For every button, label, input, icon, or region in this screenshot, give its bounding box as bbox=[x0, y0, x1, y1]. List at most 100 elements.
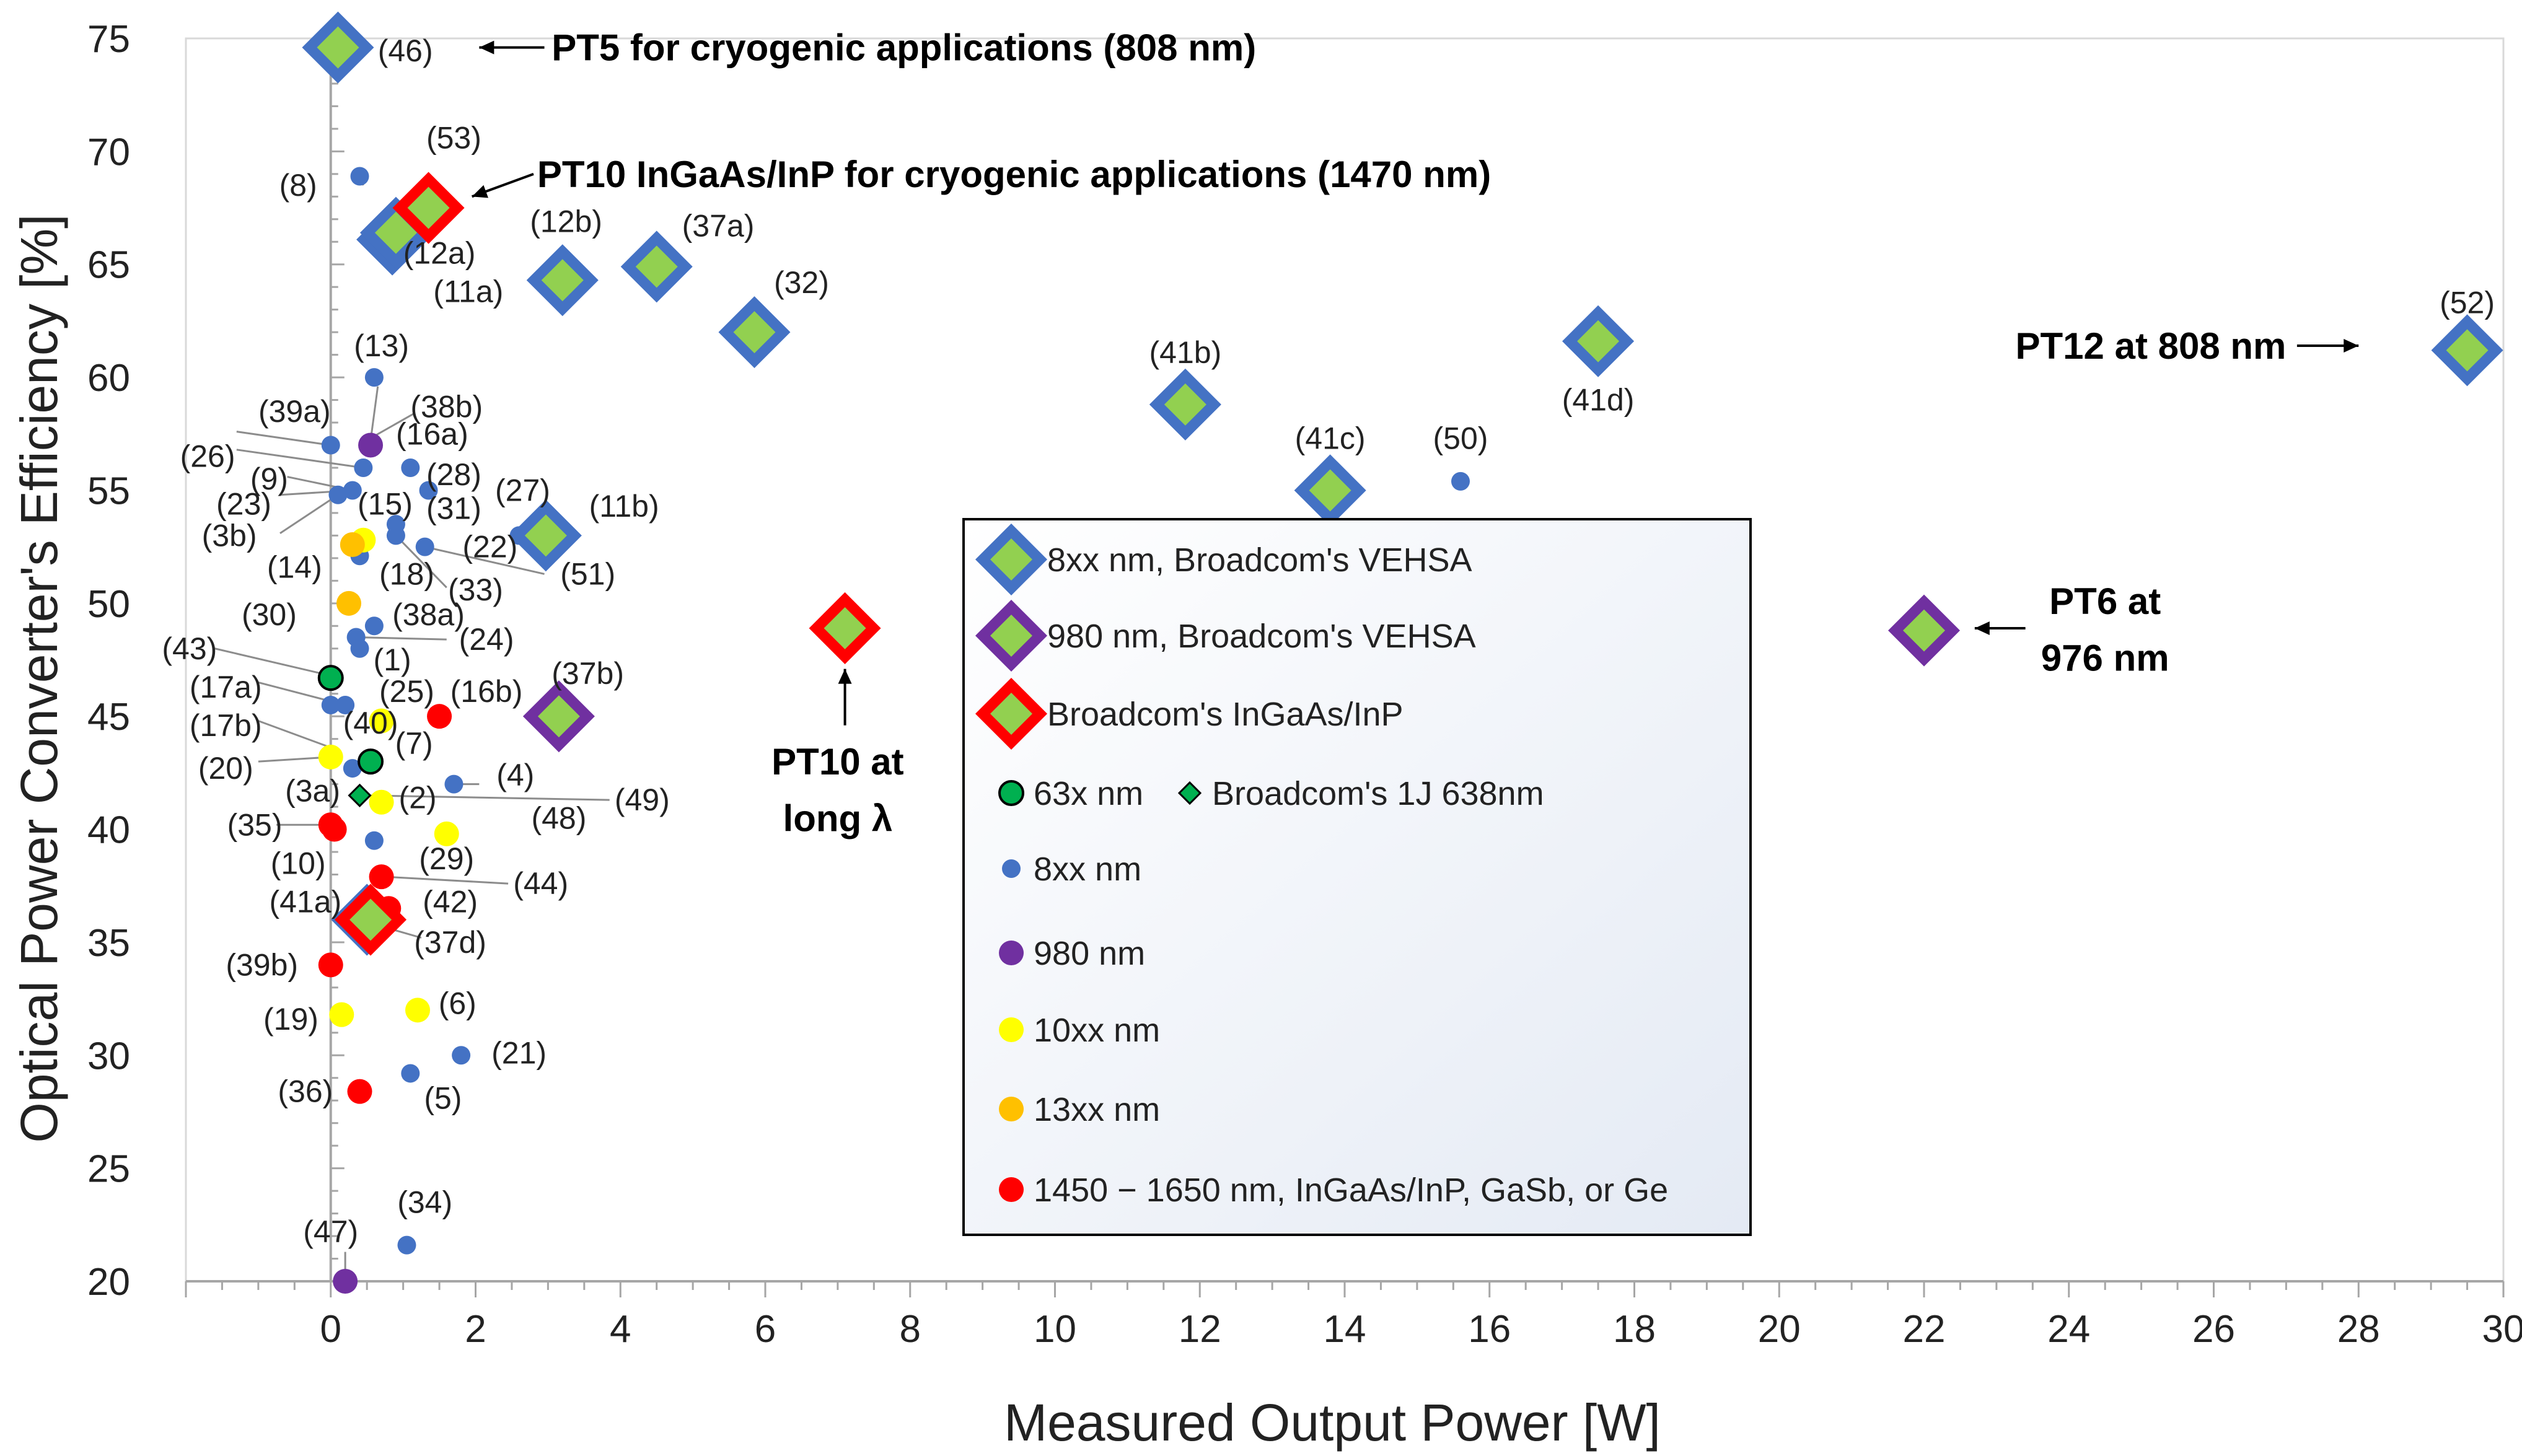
point-label: (24) bbox=[459, 622, 514, 657]
point-label: (16a) bbox=[396, 416, 468, 451]
dot-8xx-marker bbox=[364, 368, 384, 387]
dot-1450-marker bbox=[322, 817, 347, 842]
point-label: (44) bbox=[513, 866, 568, 901]
point-label: (39a) bbox=[258, 394, 331, 429]
point-label: (41a) bbox=[269, 884, 341, 919]
point-label: (16b) bbox=[450, 674, 523, 709]
point-label: (41b) bbox=[1149, 335, 1222, 370]
x-tick-label: 26 bbox=[2192, 1308, 2235, 1351]
point-label: (23) bbox=[216, 486, 271, 521]
vehsa-8xx-marker bbox=[509, 499, 582, 572]
ingaas-inp-marker bbox=[335, 884, 407, 956]
dot-8xx-marker bbox=[350, 639, 369, 658]
leader-line bbox=[395, 535, 447, 589]
dot-1450-marker bbox=[347, 1079, 372, 1104]
annotation-pt6-line2: 976 nm bbox=[2041, 637, 2169, 678]
point-label: (22) bbox=[462, 530, 517, 564]
leader-line bbox=[236, 431, 331, 446]
leader-line bbox=[258, 720, 338, 752]
vehsa-8xx-marker bbox=[526, 244, 599, 317]
y-tick-label: 20 bbox=[87, 1261, 130, 1304]
x-tick-label: 8 bbox=[900, 1308, 921, 1351]
point-label: (27) bbox=[495, 473, 550, 507]
point-label: (13) bbox=[354, 328, 409, 363]
point-label: (19) bbox=[263, 1002, 319, 1037]
legend-swatch bbox=[999, 941, 1024, 965]
dot-8xx-marker bbox=[321, 436, 340, 455]
point-label: (41d) bbox=[1562, 383, 1635, 418]
vehsa-8xx-marker-shape bbox=[2431, 314, 2503, 387]
point-label: (37a) bbox=[682, 209, 755, 243]
point-label: (47) bbox=[303, 1214, 358, 1249]
point-label: (31) bbox=[426, 491, 481, 526]
vehsa-8xx-marker-shape bbox=[975, 523, 1048, 596]
x-tick-label: 24 bbox=[2047, 1308, 2090, 1351]
legend-label: 63x nm bbox=[1034, 775, 1143, 812]
ingaas-inp-marker-shape bbox=[809, 592, 881, 664]
x-tick-label: 22 bbox=[1903, 1308, 1946, 1351]
point-label: (6) bbox=[439, 986, 477, 1020]
legend-label: Broadcom's InGaAs/InP bbox=[1047, 696, 1404, 733]
point-label: (11a) bbox=[433, 274, 503, 309]
vehsa-8xx-marker-shape bbox=[302, 11, 374, 84]
point-label: (18) bbox=[379, 556, 434, 591]
point-label: (41c) bbox=[1295, 421, 1366, 456]
point-label: (17b) bbox=[190, 708, 262, 743]
dot-8xx-marker bbox=[350, 167, 369, 186]
legend-label: 10xx nm bbox=[1034, 1012, 1160, 1049]
dot-8xx-marker bbox=[444, 774, 464, 794]
y-tick-label: 70 bbox=[87, 131, 130, 173]
point-label: (2) bbox=[398, 780, 436, 815]
point-label: (9) bbox=[250, 462, 288, 496]
diamond-1j638-marker bbox=[348, 783, 372, 807]
legend-box bbox=[962, 518, 1752, 1236]
point-label: (1) bbox=[374, 642, 411, 677]
vehsa-980-marker-shape bbox=[522, 680, 595, 753]
point-label: (29) bbox=[419, 841, 474, 876]
point-label: (36) bbox=[278, 1074, 333, 1109]
dot-1450-marker bbox=[318, 952, 343, 978]
vehsa-8xx-marker-shape bbox=[1562, 305, 1635, 377]
vehsa-8xx-marker bbox=[1149, 368, 1221, 441]
point-label: (21) bbox=[491, 1036, 547, 1071]
dot-8xx-marker bbox=[419, 481, 438, 500]
dot-980-marker bbox=[358, 432, 384, 458]
annotation-pt10-long-line1: PT10 at bbox=[771, 741, 903, 783]
vehsa-980-marker bbox=[1887, 594, 1961, 667]
point-label: (10) bbox=[271, 846, 326, 880]
dot-1450-marker bbox=[369, 864, 394, 890]
point-label: (3b) bbox=[202, 518, 257, 553]
point-label: (12b) bbox=[530, 204, 602, 239]
x-tick-label: 4 bbox=[610, 1308, 631, 1351]
point-label: (5) bbox=[424, 1081, 462, 1116]
dot-8xx-marker bbox=[401, 458, 420, 477]
vehsa-8xx-marker bbox=[620, 230, 693, 303]
x-tick-label: 30 bbox=[2482, 1308, 2522, 1351]
vehsa-8xx-marker-shape bbox=[509, 499, 582, 572]
x-tick-label: 20 bbox=[1758, 1308, 1801, 1351]
legend-label: Broadcom's 1J 638nm bbox=[1212, 775, 1544, 812]
leader-line bbox=[369, 386, 379, 441]
arrow-pt6 bbox=[1974, 621, 2026, 635]
x-tick-label: 28 bbox=[2337, 1308, 2380, 1351]
point-label: (15) bbox=[358, 486, 413, 521]
dot-980-marker bbox=[333, 1269, 358, 1294]
dot-13xx-marker bbox=[336, 590, 361, 616]
point-label: (17a) bbox=[190, 670, 262, 704]
y-tick-label: 40 bbox=[87, 809, 130, 852]
point-label: (8) bbox=[279, 168, 317, 203]
vehsa-8xx-marker bbox=[718, 296, 791, 369]
dot-8xx-marker bbox=[397, 1235, 416, 1255]
dot-13xx-marker bbox=[340, 532, 365, 557]
annotation-pt6-line1: PT6 at bbox=[2049, 581, 2161, 622]
dot-8xx-marker bbox=[343, 481, 362, 500]
leader-line bbox=[424, 546, 545, 575]
vehsa-8xx-marker-shape bbox=[1294, 454, 1366, 527]
dot-8xx-marker bbox=[452, 1046, 471, 1065]
point-label: (25) bbox=[379, 674, 434, 709]
point-label: (34) bbox=[397, 1185, 452, 1219]
x-tick-label: 18 bbox=[1613, 1308, 1656, 1351]
y-tick-label: 55 bbox=[87, 470, 130, 512]
point-label: (52) bbox=[2440, 286, 2495, 320]
